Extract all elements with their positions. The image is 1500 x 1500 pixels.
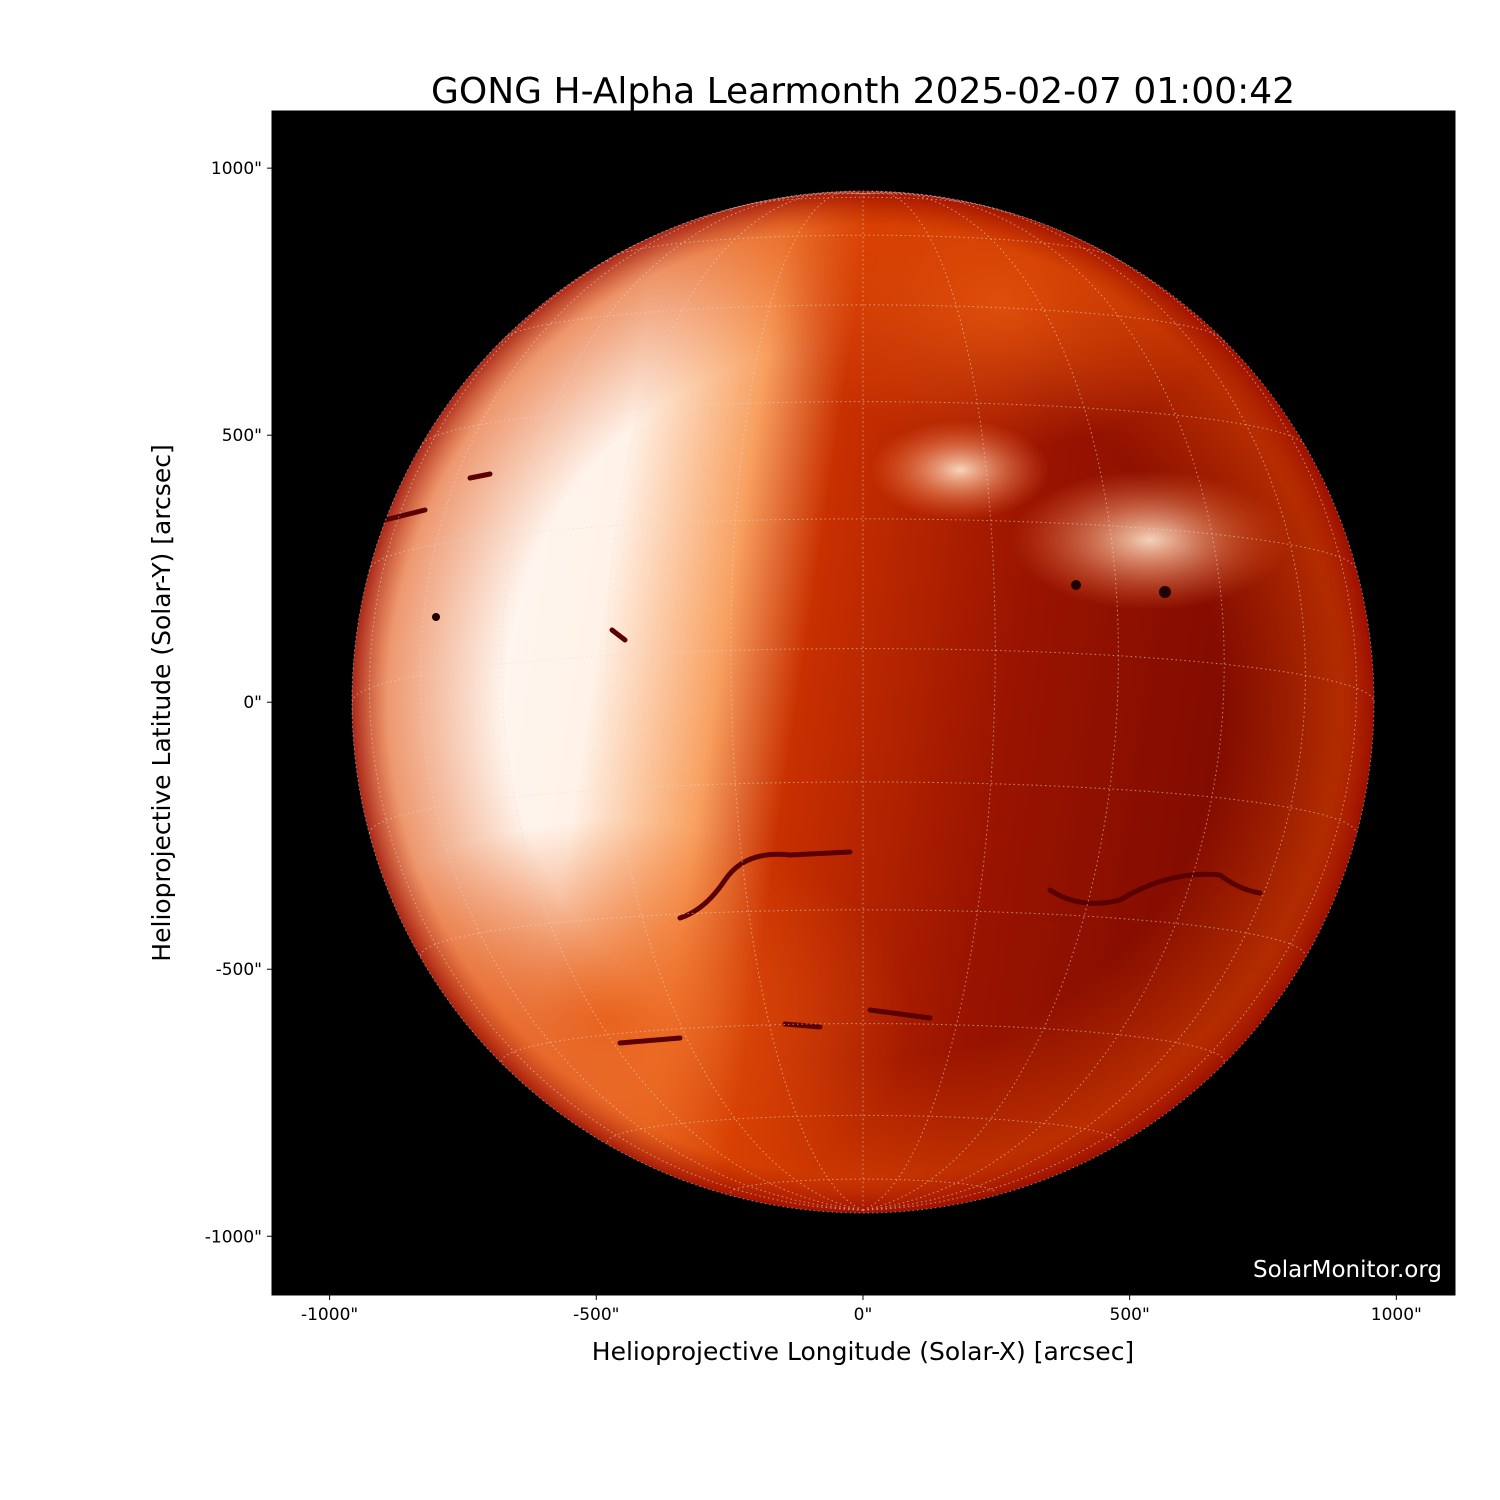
y-tick-label: 0" — [243, 693, 262, 713]
y-tick-label: -1000" — [205, 1227, 262, 1247]
y-axis: -1000" -500" 0" 500" 1000" — [205, 159, 272, 1247]
grid-parallel — [420, 401, 1306, 449]
plot-area: SolarMonitor.org — [272, 111, 1455, 1295]
grid-parallel — [352, 648, 1374, 703]
sunspots — [432, 580, 1171, 621]
grid-meridian — [862, 191, 996, 1211]
limb-outline — [351, 190, 1375, 1214]
filaments — [382, 471, 1263, 1046]
grid-meridian — [862, 191, 1225, 1211]
x-tick-label: 0" — [854, 1305, 873, 1325]
grid-meridian — [606, 191, 864, 1211]
x-axis: -1000" -500" 0" 500" 1000" — [301, 1295, 1422, 1325]
x-tick-label: -1000" — [301, 1305, 358, 1325]
chart-title: GONG H-Alpha Learmonth 2025-02-07 01:00:… — [431, 71, 1295, 112]
grid-parallel — [607, 234, 1119, 263]
solar-disk — [352, 191, 1374, 1213]
y-axis-label: Helioprojective Latitude (Solar-Y) [arcs… — [147, 444, 176, 961]
grid-parallel — [368, 781, 1358, 834]
grid-parallel — [607, 1114, 1119, 1143]
grid-meridian — [419, 192, 864, 1211]
x-tick-label: 500" — [1110, 1305, 1150, 1325]
x-tick-label: -500" — [573, 1305, 619, 1325]
grid-parallel — [420, 909, 1306, 957]
x-axis-label: Helioprojective Longitude (Solar-X) [arc… — [592, 1337, 1134, 1366]
heliographic-grid — [352, 191, 1374, 1211]
watermark: SolarMonitor.org — [1253, 1257, 1442, 1283]
grid-parallel — [368, 518, 1358, 571]
axes-frame — [271, 110, 1456, 1296]
y-tick-label: 1000" — [211, 159, 262, 179]
y-tick-label: 500" — [222, 426, 262, 446]
x-tick-label: 1000" — [1371, 1305, 1422, 1325]
y-tick-label: -500" — [216, 960, 262, 980]
grid-meridian — [501, 191, 864, 1211]
